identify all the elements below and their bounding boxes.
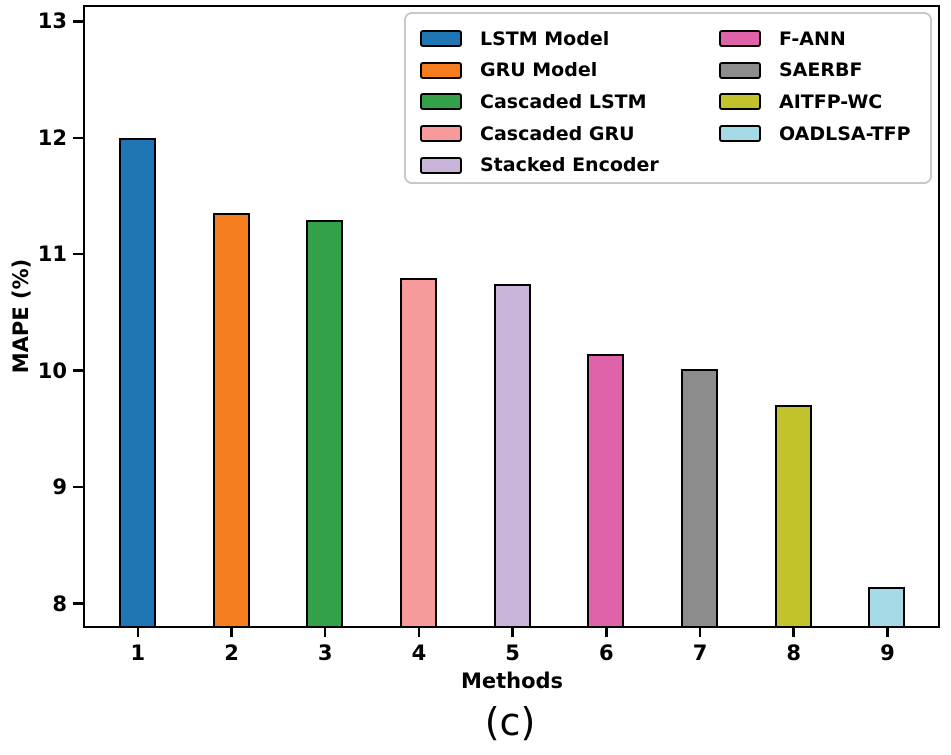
- x-tick-label: 1: [130, 641, 146, 665]
- legend-label: AITFP-WC: [779, 90, 883, 113]
- legend-swatch-icon: [420, 125, 462, 143]
- y-tick-label: 10: [37, 358, 67, 383]
- legend-label: OADLSA-TFP: [779, 122, 911, 145]
- bar-saerbf: [681, 368, 718, 626]
- x-tick-label: 7: [692, 641, 708, 665]
- x-tick-label: 8: [786, 641, 801, 665]
- x-axis-label: Methods: [460, 669, 564, 693]
- x-tick-mark: [136, 628, 140, 637]
- x-tick-mark: [605, 628, 608, 637]
- legend-label: LSTM Model: [480, 27, 610, 50]
- x-tick-label: 5: [505, 641, 520, 665]
- y-tick-mark: [73, 252, 83, 256]
- x-tick-label: 2: [224, 641, 239, 665]
- x-tick-label: 6: [598, 641, 614, 665]
- y-tick-label: 9: [52, 475, 67, 500]
- x-tick-label: 4: [411, 641, 427, 665]
- bar-cascaded-gru: [399, 278, 437, 626]
- bar-stacked-encoder: [493, 283, 531, 626]
- legend-label: Cascaded GRU: [480, 122, 635, 145]
- legend-label: Stacked Encoder: [480, 154, 659, 177]
- legend-swatch-icon: [719, 30, 761, 48]
- x-tick-label: 9: [880, 641, 895, 665]
- legend-item: LSTM Model: [420, 23, 719, 55]
- x-tick-mark: [511, 628, 514, 637]
- legend-item: Cascaded LSTM: [420, 86, 719, 118]
- legend-swatch-icon: [420, 30, 462, 48]
- y-tick-mark: [73, 485, 83, 489]
- legend-swatch-icon: [420, 156, 462, 174]
- legend-item: Cascaded GRU: [420, 118, 719, 150]
- legend-label: F-ANN: [779, 27, 846, 50]
- legend-swatch-icon: [420, 93, 462, 111]
- x-tick-mark: [698, 628, 702, 637]
- bar-cascaded-lstm: [306, 219, 344, 626]
- x-tick-mark: [323, 628, 327, 637]
- legend-swatch-icon: [719, 61, 761, 79]
- legend-swatch-icon: [719, 125, 761, 143]
- y-tick-label: 12: [37, 125, 67, 150]
- x-tick-label: 3: [317, 641, 333, 665]
- legend-item: OADLSA-TFP: [719, 118, 915, 150]
- legend-label: Cascaded LSTM: [480, 90, 647, 113]
- legend-label: GRU Model: [480, 59, 598, 82]
- legend-item: GRU Model: [420, 55, 719, 87]
- x-tick-mark: [792, 628, 795, 637]
- y-tick-mark: [73, 136, 83, 139]
- y-tick-mark: [73, 20, 83, 23]
- bars-layer: [85, 7, 938, 626]
- legend-swatch-icon: [719, 93, 761, 111]
- y-tick-mark: [73, 602, 83, 605]
- legend-item: Stacked Encoder: [420, 149, 719, 181]
- y-tick-label: 13: [37, 9, 67, 34]
- y-tick-label: 8: [52, 591, 67, 616]
- legend-swatch-icon: [420, 61, 462, 79]
- legend-label: SAERBF: [779, 59, 863, 82]
- y-tick-label: 11: [37, 242, 67, 267]
- bar-f-ann: [587, 353, 625, 626]
- legend-item: F-ANN: [719, 23, 915, 55]
- x-tick-mark: [417, 628, 421, 637]
- legend-item: SAERBF: [719, 55, 915, 87]
- subfigure-caption: (c): [484, 700, 536, 744]
- legend: LSTM Model GRU Model Cascaded LSTM Cascaded…: [404, 12, 932, 184]
- bar-lstm-model: [118, 138, 156, 626]
- x-tick-mark: [886, 628, 889, 637]
- bar-aitfp-wc: [774, 404, 812, 626]
- bar-oadlsa-tfp: [868, 586, 906, 626]
- x-tick-mark: [230, 628, 233, 637]
- bar-gru-model: [212, 212, 250, 626]
- legend-item: AITFP-WC: [719, 86, 915, 118]
- y-tick-mark: [73, 369, 83, 372]
- y-axis-label: MAPE (%): [9, 258, 33, 374]
